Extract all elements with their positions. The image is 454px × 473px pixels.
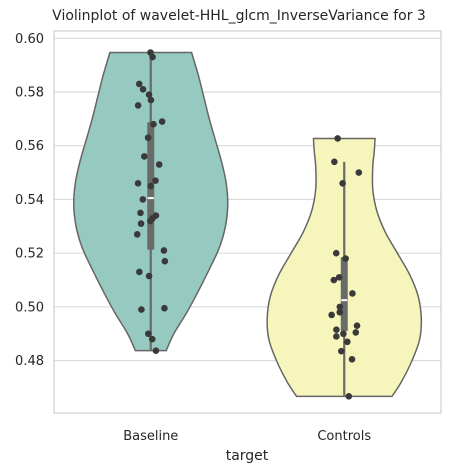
data-point (145, 272, 153, 280)
y-tick-label: 0.52 (15, 247, 44, 262)
data-point (147, 96, 155, 104)
data-point (344, 338, 351, 346)
data-point (155, 161, 163, 168)
data-point (336, 308, 344, 316)
x-axis-ticks: Baseline Controls (123, 429, 371, 444)
data-point (149, 53, 156, 61)
chart-title: Violinplot of wavelet-HHL_glcm_InverseVa… (52, 8, 426, 24)
data-point (338, 347, 345, 355)
data-point (139, 196, 147, 203)
data-point (134, 102, 142, 109)
data-point (334, 135, 341, 142)
data-point (160, 247, 168, 254)
data-point (161, 257, 169, 265)
data-point (342, 255, 349, 262)
y-axis-ticks: 0.48 0.50 0.52 0.54 0.56 0.58 0.60 (15, 32, 44, 369)
data-point (328, 311, 335, 319)
data-point (147, 217, 154, 225)
y-tick-label: 0.60 (15, 32, 44, 47)
x-tick-label: Baseline (123, 429, 178, 444)
x-axis-label: target (226, 448, 269, 464)
y-tick-label: 0.54 (15, 193, 44, 208)
data-point (152, 347, 160, 354)
data-point (333, 326, 340, 334)
data-point (331, 158, 338, 166)
data-point (332, 249, 340, 257)
data-point (148, 335, 156, 343)
data-point (348, 355, 356, 363)
data-point (138, 306, 145, 313)
data-point (158, 118, 166, 125)
violin-baseline (72, 49, 229, 354)
data-point (352, 329, 360, 336)
data-point (355, 169, 363, 176)
data-point (137, 209, 144, 217)
y-tick-label: 0.58 (15, 85, 44, 100)
data-point (336, 303, 344, 311)
y-tick-label: 0.56 (15, 139, 44, 154)
x-tick-label: Controls (317, 429, 371, 444)
data-point (147, 182, 155, 190)
data-point (145, 330, 152, 338)
y-tick-label: 0.48 (15, 354, 44, 369)
y-tick-label: 0.50 (15, 300, 44, 315)
data-point (349, 290, 356, 297)
violin-box (340, 257, 348, 332)
data-point (345, 393, 353, 400)
data-point (136, 268, 143, 276)
data-point (139, 85, 147, 93)
data-point (335, 274, 343, 281)
data-point (333, 333, 340, 340)
violin-controls (266, 135, 423, 400)
violins (72, 49, 423, 400)
data-point (135, 80, 143, 88)
data-point (134, 180, 142, 187)
data-point (339, 180, 346, 187)
data-point (353, 322, 361, 329)
data-point (152, 177, 159, 184)
data-point (140, 153, 148, 160)
data-point (150, 120, 157, 128)
data-point (133, 231, 141, 238)
data-point (137, 220, 145, 227)
data-point (145, 91, 153, 98)
data-point (144, 134, 152, 141)
data-point (340, 330, 347, 338)
data-point (161, 304, 168, 312)
data-point (330, 276, 338, 284)
